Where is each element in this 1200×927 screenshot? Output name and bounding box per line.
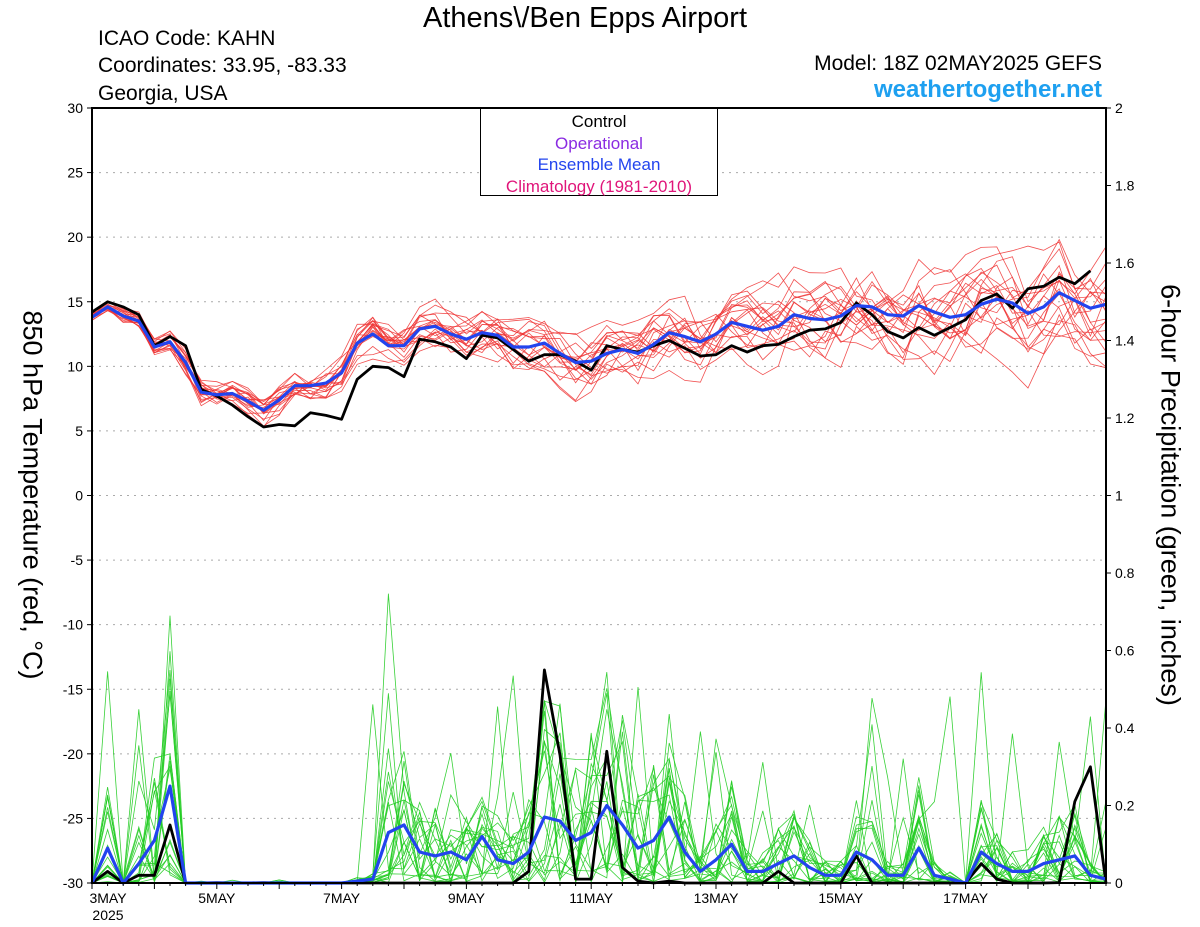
y-tick-label: -20 bbox=[63, 746, 83, 762]
icao-code: ICAO Code: KAHN bbox=[98, 27, 276, 50]
y-axis-right-title: 6-hour Precipitation (green, inches) bbox=[1155, 284, 1186, 706]
precipitation-control-line bbox=[91, 668, 1108, 885]
y2-tick-label: 1.8 bbox=[1115, 178, 1135, 194]
temperature-member-line bbox=[91, 246, 1107, 410]
precipitation-member-line bbox=[91, 693, 1106, 884]
legend-ensemble-mean: Ensemble Mean bbox=[537, 155, 661, 174]
x-tick-label: 17MAY bbox=[943, 890, 989, 906]
y-tick-label: 5 bbox=[75, 423, 83, 439]
temperature-member-line bbox=[91, 278, 1107, 408]
y2-tick-label: 0.8 bbox=[1115, 565, 1135, 581]
legend-control: Control bbox=[571, 112, 627, 131]
precipitation-member-line bbox=[91, 670, 1107, 884]
y-tick-label: -25 bbox=[63, 810, 83, 826]
temperature-member-line bbox=[91, 264, 1107, 427]
y-tick-label: 0 bbox=[75, 488, 83, 504]
precipitation-member-line bbox=[91, 672, 1107, 884]
y2-tick-label: 2 bbox=[1115, 100, 1123, 116]
site-link[interactable]: weathertogether.net bbox=[873, 76, 1102, 103]
precipitation-member-line bbox=[91, 651, 1107, 885]
y-tick-label: -15 bbox=[63, 681, 83, 697]
x-tick-label: 9MAY bbox=[448, 890, 486, 906]
precipitation-member-line bbox=[91, 690, 1107, 884]
model-run: Model: 18Z 02MAY2025 GEFS bbox=[814, 52, 1102, 75]
x-tick-label: 5MAY bbox=[198, 890, 236, 906]
temperature-member-line bbox=[91, 291, 1107, 408]
precipitation-member-line bbox=[91, 671, 1107, 884]
x-tick-label: 3MAY bbox=[89, 890, 127, 906]
y2-tick-label: 1.6 bbox=[1115, 255, 1135, 271]
temperature-member-line bbox=[91, 292, 1107, 414]
y-tick-label: 15 bbox=[67, 294, 83, 310]
temperature-member-line bbox=[91, 273, 1107, 403]
x-tick-label: 15MAY bbox=[818, 890, 864, 906]
precipitation-member-line bbox=[91, 686, 1107, 884]
x-tick-sublabel: 2025 bbox=[92, 907, 123, 923]
y-tick-label: -5 bbox=[71, 552, 84, 568]
precipitation-member-line bbox=[91, 675, 1107, 884]
y2-tick-label: 0.4 bbox=[1115, 720, 1135, 736]
precipitation-member-line bbox=[91, 704, 1107, 884]
legend: Control Operational Ensemble Mean Climat… bbox=[480, 108, 718, 196]
temperature-member-line bbox=[91, 246, 1107, 407]
y2-tick-label: 1.4 bbox=[1115, 333, 1135, 349]
precipitation-member-line bbox=[91, 693, 1106, 884]
x-tick-label: 11MAY bbox=[569, 890, 613, 906]
temperature-control-line bbox=[91, 269, 1092, 429]
temperature-ensemble-mean-line bbox=[91, 291, 1107, 412]
precipitation-member-line bbox=[91, 703, 1107, 884]
y-axis-left-title: 850 hPa Temperature (red, °C) bbox=[17, 310, 48, 680]
region: Georgia, USA bbox=[98, 82, 228, 105]
y2-tick-label: 0.6 bbox=[1115, 643, 1135, 659]
y-tick-label: 30 bbox=[67, 100, 83, 116]
y-tick-label: 20 bbox=[67, 229, 83, 245]
y2-tick-label: 1.2 bbox=[1115, 410, 1135, 426]
legend-operational: Operational bbox=[555, 133, 643, 153]
y2-tick-label: 0.2 bbox=[1115, 798, 1135, 814]
legend-climatology: Climatology (1981-2010) bbox=[505, 176, 693, 196]
y-tick-label: 10 bbox=[67, 358, 83, 374]
chart-title: Athens\/Ben Epps Airport bbox=[422, 2, 748, 34]
precipitation-member-line bbox=[91, 672, 1107, 884]
y2-tick-label: 1 bbox=[1115, 488, 1123, 504]
x-tick-label: 13MAY bbox=[694, 890, 740, 906]
y-tick-label: -10 bbox=[63, 617, 83, 633]
coordinates: Coordinates: 33.95, -83.33 bbox=[98, 54, 347, 77]
y-tick-label: 25 bbox=[67, 165, 83, 181]
y-tick-label: -30 bbox=[63, 875, 83, 891]
x-tick-label: 7MAY bbox=[323, 890, 361, 906]
temperature-member-line bbox=[91, 238, 1107, 405]
y2-tick-label: 0 bbox=[1115, 875, 1123, 891]
temperature-member-line bbox=[91, 287, 1107, 405]
